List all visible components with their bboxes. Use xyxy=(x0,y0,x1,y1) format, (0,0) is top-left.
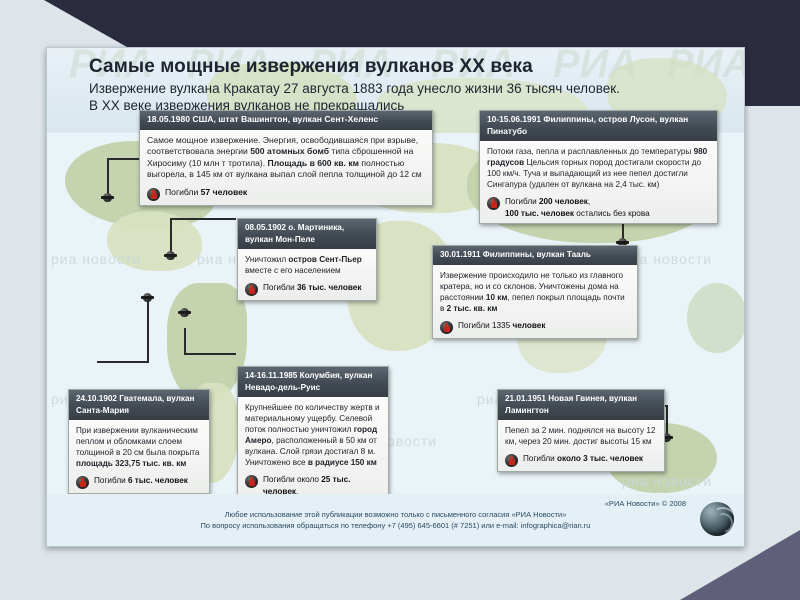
deaths-text: Погибли 6 тыс. человек xyxy=(94,476,188,485)
page-title: Самые мощные извержения вулканов XX века xyxy=(89,56,533,77)
deaths-text: Погибли 200 человек, 100 тыс. человек ос… xyxy=(505,197,650,218)
callout-text-st-helens: Самое мощное извержение. Энергия, освобо… xyxy=(147,134,422,180)
callout-lamington[interactable]: 21.01.1951 Новая Гвинея, вулкан Ламингто… xyxy=(497,389,665,472)
leader-line-lamington xyxy=(666,405,668,435)
victim-icon xyxy=(505,454,518,467)
callout-header-pinatubo: 10-15.06.1991 Филиппины, остров Лусон, в… xyxy=(480,111,717,141)
leader-line-mont-pelee xyxy=(170,218,172,254)
callout-body-st-helens: Самое мощное извержение. Энергия, освобо… xyxy=(140,129,432,205)
callout-deaths-mont-pelee: Погибли 36 тыс. человек xyxy=(245,281,369,296)
callout-body-mont-pelee: Уничтожил остров Сент-Пьер вместе с его … xyxy=(238,249,376,300)
callout-taal[interactable]: 30.01.1911 Филиппины, вулкан Тааль Извер… xyxy=(432,245,638,339)
volcano-marker-nevado-del-ruiz xyxy=(178,308,191,317)
callout-header-mont-pelee: 08.05.1902 о. Мартиника, вулкан Мон-Пеле xyxy=(238,219,376,249)
callout-santa-maria[interactable]: 24.10.1902 Гватемала, вулкан Санта-Мария… xyxy=(68,389,210,494)
callout-header-st-helens: 18.05.1980 США, штат Вашингтон, вулкан С… xyxy=(140,111,432,130)
callout-deaths-taal: Погибли 1335 человек xyxy=(440,319,630,334)
callout-body-taal: Извержение происходило не только из глав… xyxy=(433,264,637,338)
page-subtitle-line1: Извержение вулкана Кракатау 27 августа 1… xyxy=(89,81,620,96)
victim-icon xyxy=(487,197,500,210)
copyright-text: «РИА Новости» © 2008 xyxy=(604,499,686,508)
deaths-text: Погибли 1335 человек xyxy=(458,320,546,330)
callout-text-nevado-del-ruiz: Крупнейшее по количеству жертв и материа… xyxy=(245,403,380,467)
callout-pinatubo[interactable]: 10-15.06.1991 Филиппины, остров Лусон, в… xyxy=(479,110,718,224)
usage-text-line1: Любое использование этой публикации возм… xyxy=(224,510,567,519)
callout-mont-pelee[interactable]: 08.05.1902 о. Мартиника, вулкан Мон-Пеле… xyxy=(237,218,377,301)
deaths-text: Погибли 57 человек xyxy=(165,186,248,197)
callout-deaths-pinatubo: Погибли 200 человек, 100 тыс. человек ос… xyxy=(487,195,710,219)
victim-icon xyxy=(440,320,453,334)
volcano-marker-mont-pelee xyxy=(164,251,177,260)
callout-text-taal: Извержение происходило не только из глав… xyxy=(440,270,625,313)
infographic-footer: «РИА Новости» © 2008 Любое использование… xyxy=(47,494,744,546)
leader-line-st-helens xyxy=(107,158,141,160)
volcano-marker-santa-maria xyxy=(141,293,154,302)
landmass-pacific xyxy=(687,283,744,353)
callout-deaths-lamington: Погибли около 3 тыс. человек xyxy=(505,452,657,467)
callout-text-santa-maria: При извержении вулканическим пеплом и об… xyxy=(76,426,200,468)
volcano-marker-st-helens xyxy=(101,193,114,202)
callout-header-lamington: 21.01.1951 Новая Гвинея, вулкан Ламингто… xyxy=(498,390,664,420)
callout-header-nevado-del-ruiz: 14-16.11.1985 Колумбия, вулкан Невадо-де… xyxy=(238,367,388,397)
leader-line-santa-maria xyxy=(97,361,149,363)
ria-globe-logo xyxy=(700,502,734,536)
callout-body-lamington: Пепел за 2 мин. поднялся на высоту 12 км… xyxy=(498,420,664,471)
deaths-text: Погибли 36 тыс. человек xyxy=(263,283,362,292)
callout-deaths-santa-maria: Погибли 6 тыс. человек xyxy=(76,474,202,489)
victim-icon xyxy=(147,187,160,201)
volcano-marker-pinatubo xyxy=(616,238,629,247)
callout-header-santa-maria: 24.10.1902 Гватемала, вулкан Санта-Мария xyxy=(69,390,209,420)
callout-body-santa-maria: При извержении вулканическим пеплом и об… xyxy=(69,420,209,493)
deaths-text: Погибли около 3 тыс. человек xyxy=(523,454,644,463)
header-watermark: РИА xyxy=(69,48,154,86)
callout-body-nevado-del-ruiz: Крупнейшее по количеству жертв и материа… xyxy=(238,397,388,513)
victim-icon xyxy=(76,476,89,489)
landmass-usa-mexico xyxy=(107,211,202,271)
callout-body-pinatubo: Потоки газа, пепла и расплавленных до те… xyxy=(480,141,717,223)
page-subtitle: Извержение вулкана Кракатау 27 августа 1… xyxy=(89,81,729,114)
victim-icon xyxy=(245,283,258,296)
page-subtitle-line2: В XX веке извержения вулканов не прекращ… xyxy=(89,97,405,113)
callout-header-taal: 30.01.1911 Филиппины, вулкан Тааль xyxy=(433,246,637,265)
leader-line-st-helens xyxy=(107,158,109,196)
leader-line-santa-maria xyxy=(147,297,149,361)
victim-icon xyxy=(245,475,258,488)
usage-text-line2: По вопросу использования обращаться по т… xyxy=(200,521,591,530)
leader-line-nevado-del-ruiz xyxy=(184,328,186,354)
callout-text-lamington: Пепел за 2 мин. поднялся на высоту 12 км… xyxy=(505,426,656,446)
callout-text-mont-pelee: Уничтожил остров Сент-Пьер вместе с его … xyxy=(245,255,362,275)
leader-line-nevado-del-ruiz xyxy=(184,353,236,355)
callout-nevado-del-ruiz[interactable]: 14-16.11.1985 Колумбия, вулкан Невадо-де… xyxy=(237,366,389,514)
leader-line-mont-pelee xyxy=(170,218,236,220)
callout-deaths-st-helens: Погибли 57 человек xyxy=(147,186,425,201)
callout-text-pinatubo: Потоки газа, пепла и расплавленных до те… xyxy=(487,147,708,189)
volcano-marker-lamington xyxy=(660,433,673,442)
infographic-panel: РИА РИА РИА РИА РИА РИА Самые мощные изв… xyxy=(46,47,745,547)
callout-st-helens[interactable]: 18.05.1980 США, штат Вашингтон, вулкан С… xyxy=(139,110,433,206)
